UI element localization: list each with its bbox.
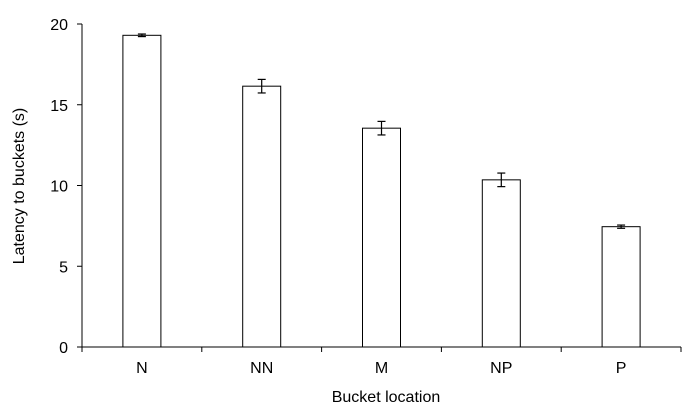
- error-bars: [137, 33, 626, 229]
- y-tick-label: 10: [50, 179, 68, 196]
- x-tick-label-np: NP: [490, 360, 512, 377]
- error-bar-m: [377, 120, 386, 136]
- bar-p: [601, 226, 641, 348]
- error-bar-nn: [257, 78, 266, 94]
- y-tick-label: 15: [50, 98, 68, 115]
- x-tick-label-p: P: [616, 360, 627, 377]
- bars: [122, 34, 641, 348]
- y-tick-label: 0: [59, 340, 68, 357]
- x-tick-label-nn: NN: [250, 360, 273, 377]
- y-tick-label: 5: [59, 259, 68, 276]
- x-tick-label-n: N: [136, 360, 148, 377]
- y-axis-title: Latency to buckets (s): [11, 108, 28, 265]
- bar-m: [362, 127, 401, 348]
- x-axis-title: Bucket location: [332, 389, 441, 406]
- y-axis: 0 5 10 15 20: [50, 17, 83, 357]
- y-tick-label: 20: [50, 17, 68, 34]
- error-bar-p: [617, 224, 626, 229]
- x-tick-label-m: M: [375, 360, 388, 377]
- bar-nn: [242, 85, 282, 348]
- error-bar-np: [497, 172, 506, 188]
- bar-np: [481, 179, 521, 348]
- error-bar-n: [137, 33, 146, 38]
- x-axis: N NN M NP P: [81, 346, 682, 377]
- bar-n: [122, 34, 162, 348]
